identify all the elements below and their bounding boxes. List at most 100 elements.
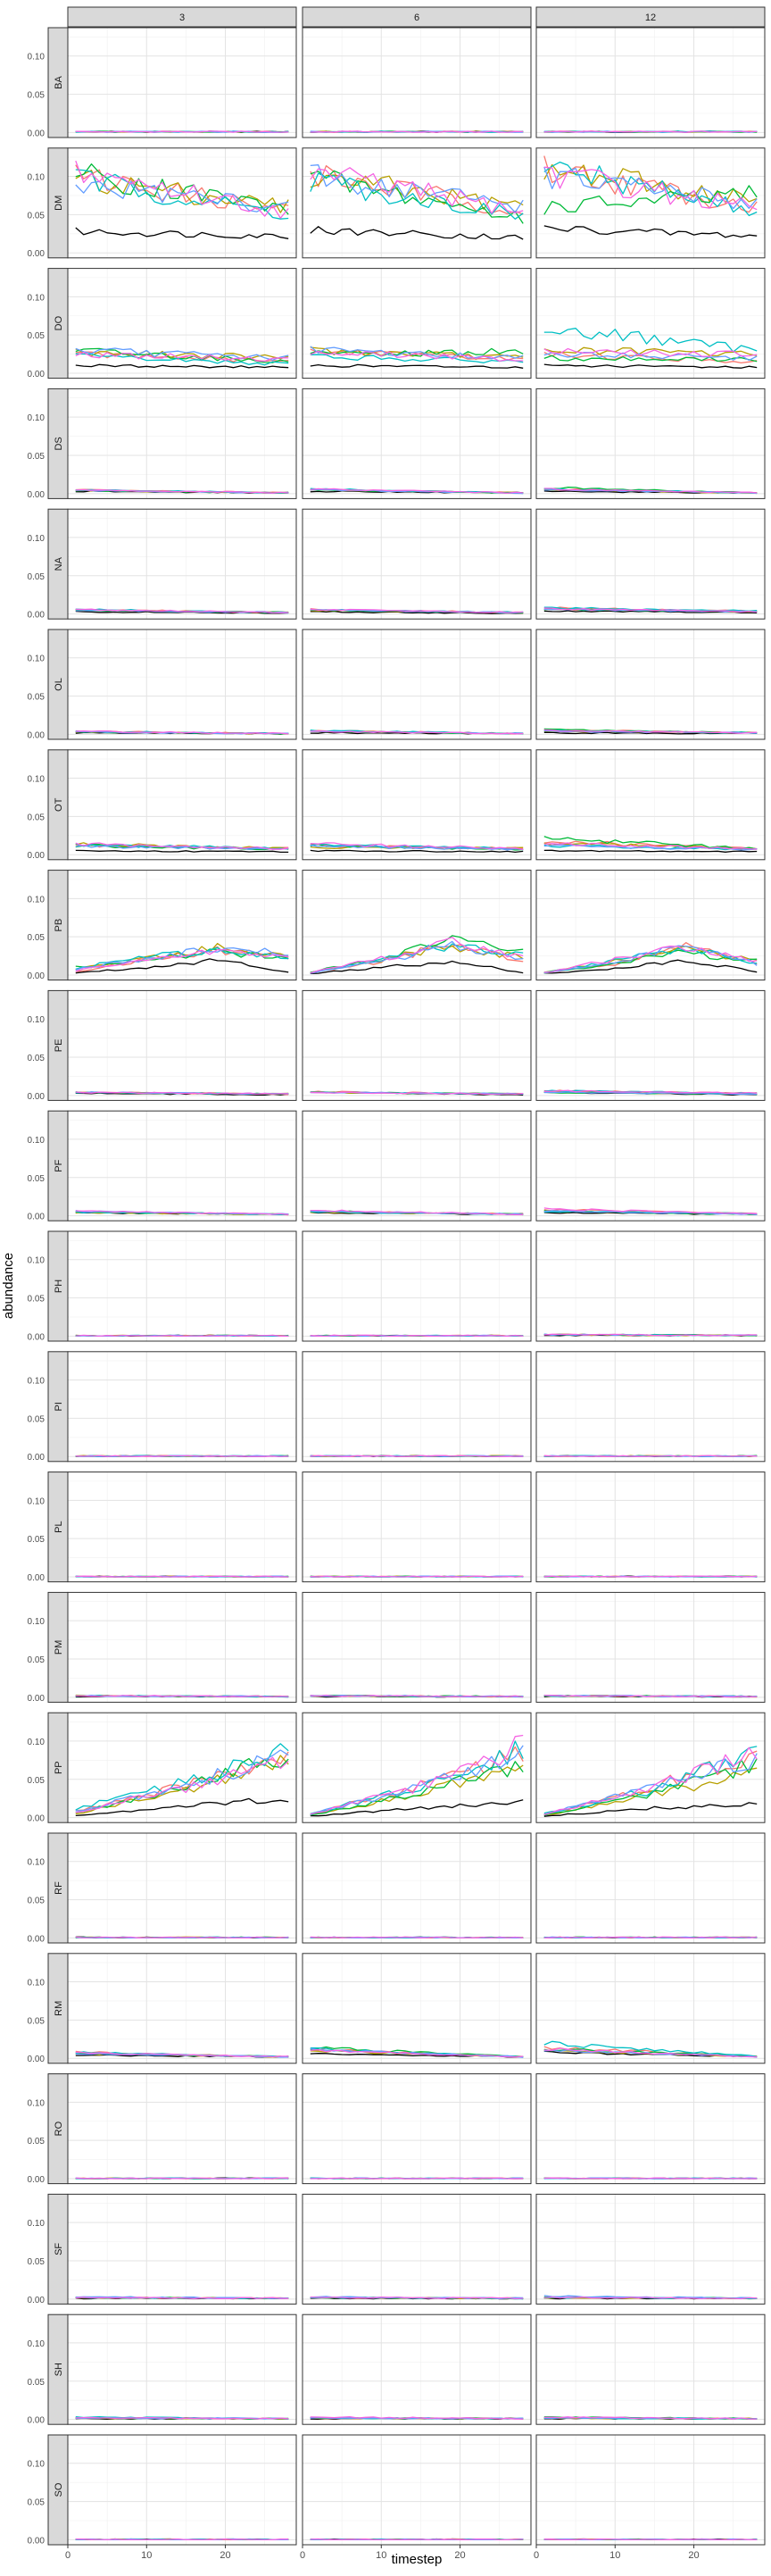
panel-border <box>535 2434 766 2546</box>
panel-border <box>302 2313 532 2425</box>
row-strip-label: DS <box>54 437 64 450</box>
series-line <box>75 160 289 219</box>
series-line <box>543 346 758 357</box>
series-line <box>543 185 758 215</box>
panel-border <box>302 749 532 861</box>
facet-panel <box>68 1833 296 1943</box>
row-strip-label: PH <box>54 1280 64 1293</box>
facet-panel <box>536 1111 765 1221</box>
series-line <box>75 1575 289 1578</box>
y-tick-label: 0.00 <box>28 2296 46 2305</box>
series-line <box>543 347 758 357</box>
y-tick-label: 0.00 <box>28 1573 46 1583</box>
y-tick-label: 0.00 <box>28 249 46 259</box>
series-line <box>543 2296 758 2300</box>
series-line <box>543 1210 758 1215</box>
series-line <box>310 1734 524 1815</box>
panel-border <box>67 2193 297 2305</box>
series-line <box>310 363 524 369</box>
series-line <box>75 363 289 369</box>
y-tick-label: 0.05 <box>28 933 46 943</box>
y-tick-label: 0.10 <box>28 895 46 905</box>
panel-border <box>302 1110 532 1221</box>
x-tick-label: 20 <box>454 2550 465 2561</box>
row-strip-label: RO <box>54 2121 64 2136</box>
series-line <box>75 488 289 494</box>
series-line <box>75 2177 289 2180</box>
panel-border <box>67 268 297 379</box>
panel-border <box>535 1832 766 1944</box>
series-line <box>543 836 758 850</box>
row-strip-label: RF <box>54 1881 64 1895</box>
series-line <box>310 608 524 613</box>
series-line <box>75 948 289 972</box>
facet-panel <box>68 1231 296 1341</box>
panel-border <box>535 1591 766 1703</box>
facet-panel <box>536 1833 765 1943</box>
row-strip-label: PB <box>54 919 64 932</box>
facet-panel <box>303 2194 531 2305</box>
series-line <box>543 1802 758 1817</box>
series-line <box>543 1575 758 1578</box>
panel-border <box>302 989 532 1101</box>
panel-border <box>302 27 532 138</box>
column-strip <box>535 6 766 28</box>
panel-border <box>302 2434 532 2546</box>
facet-panel <box>68 2073 296 2184</box>
series-line <box>75 729 289 735</box>
series-line <box>310 2048 524 2058</box>
series-line <box>310 1745 524 1815</box>
y-tick-label: 0.10 <box>28 413 46 423</box>
facet-panel <box>68 1471 296 1582</box>
facet-panel <box>536 1713 765 1823</box>
column-strip <box>302 6 532 28</box>
facet-panel <box>303 147 531 258</box>
series-line <box>75 351 289 363</box>
y-tick-label: 0.00 <box>28 1092 46 1102</box>
series-line <box>310 2296 524 2300</box>
facet-panel <box>303 1231 531 1341</box>
series-line <box>543 1936 758 1939</box>
y-tick-label: 0.05 <box>28 2016 46 2026</box>
row-strip-label: PM <box>54 1640 64 1655</box>
panel-border <box>302 268 532 379</box>
facet-panel <box>536 2435 765 2545</box>
series-line <box>310 226 524 240</box>
y-tick-label: 0.10 <box>28 1858 46 1868</box>
panel-border <box>67 147 297 259</box>
series-line <box>75 180 289 213</box>
x-tick-label: 0 <box>65 2550 70 2561</box>
row-strip-label: PL <box>54 1521 64 1532</box>
panel-border <box>535 388 766 499</box>
facet-panel <box>536 2194 765 2305</box>
panel-border <box>535 268 766 379</box>
series-line <box>543 1091 758 1096</box>
y-tick-label: 0.05 <box>28 1295 46 1305</box>
series-line <box>310 960 524 975</box>
facet-panel <box>536 1231 765 1341</box>
facet-panel <box>68 2435 296 2545</box>
panel-border <box>535 629 766 740</box>
y-tick-label: 0.00 <box>28 2055 46 2064</box>
row-strip-label: PE <box>54 1039 64 1053</box>
y-tick-label: 0.00 <box>28 1453 46 1463</box>
series-line <box>543 1758 758 1816</box>
y-tick-label: 0.05 <box>28 2498 46 2508</box>
facet-panel <box>303 990 531 1101</box>
y-tick-label: 0.05 <box>28 1535 46 1545</box>
facet-panel <box>68 509 296 620</box>
panel-border <box>535 1953 766 2064</box>
series-line <box>75 348 289 360</box>
panel-border <box>67 2434 297 2546</box>
row-strip-label: DM <box>54 196 64 211</box>
series-line <box>310 1091 524 1096</box>
x-tick-label: 0 <box>300 2550 305 2561</box>
series-line <box>75 1334 289 1338</box>
series-line <box>310 167 524 214</box>
panel-border <box>67 1351 297 1463</box>
y-tick-label: 0.10 <box>28 1738 46 1747</box>
panel-border <box>67 2073 297 2185</box>
series-line <box>543 842 758 850</box>
facet-panel <box>68 870 296 980</box>
